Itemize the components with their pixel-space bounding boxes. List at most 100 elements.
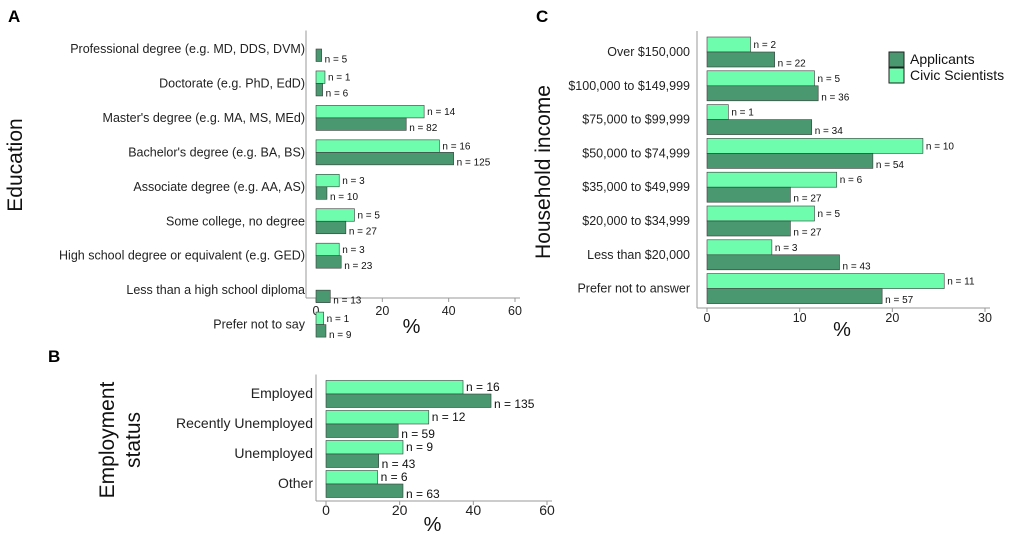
category-label: Bachelor's degree (e.g. BA, BS) xyxy=(128,145,305,159)
category-label: Less than $20,000 xyxy=(587,248,690,262)
bar-applicants-c xyxy=(706,288,883,304)
category-label: High school degree or equivalent (e.g. G… xyxy=(59,249,305,263)
x-tick-label: 60 xyxy=(539,502,555,518)
bar-civic-c xyxy=(706,273,945,289)
x-tick-label: 20 xyxy=(375,304,389,318)
category-label: $75,000 to $99,999 xyxy=(582,113,690,127)
data-label-civic: n = 12 xyxy=(432,410,466,424)
x-tick-label: 60 xyxy=(508,304,522,318)
bar-civic-b xyxy=(325,470,378,485)
bar-applicants-a xyxy=(315,220,347,235)
income-chart: 0 10 20 30% Household income Over $150,000 n =… xyxy=(532,31,992,341)
data-label-applicants: n = 34 xyxy=(815,126,844,137)
bar-civic-a xyxy=(315,208,355,222)
category-label: Recently Unemployed xyxy=(176,415,313,431)
bar-civic-a xyxy=(315,242,340,256)
data-label-civic: n = 1 xyxy=(328,73,351,84)
data-label-civic: n = 1 xyxy=(327,314,350,325)
data-label-applicants: n = 27 xyxy=(349,227,378,238)
category-label: $50,000 to $74,999 xyxy=(582,146,690,160)
x-tick-label: 10 xyxy=(793,311,807,325)
data-label-civic: n = 5 xyxy=(817,74,840,85)
data-label-applicants: n = 9 xyxy=(329,330,352,341)
bar-applicants-c xyxy=(706,254,840,271)
category-label: Prefer not to say xyxy=(213,318,305,332)
bar-civic-c xyxy=(706,205,815,222)
bar-civic-a xyxy=(315,105,425,119)
bar-applicants-a xyxy=(315,83,323,97)
category-label: $35,000 to $49,999 xyxy=(582,180,690,194)
x-axis-label: % xyxy=(833,319,851,341)
bar-civic-b xyxy=(325,410,430,425)
data-label-civic: n = 6 xyxy=(840,175,863,186)
data-label-applicants: n = 5 xyxy=(325,54,348,65)
bar-applicants-b xyxy=(325,483,404,498)
data-label-civic: n = 5 xyxy=(357,211,380,222)
data-label-civic: n = 3 xyxy=(342,245,365,256)
data-label-applicants: n = 27 xyxy=(793,194,822,205)
category-label: Unemployed xyxy=(234,445,313,461)
bar-applicants-c xyxy=(706,119,813,135)
employment-chart: 0 20 40 60% Employment status Employed n = 16 n … xyxy=(96,374,555,536)
bar-civic-c xyxy=(706,70,815,87)
data-label-applicants: n = 54 xyxy=(876,160,905,171)
bar-applicants-a xyxy=(315,117,407,131)
bar-applicants-a xyxy=(315,289,331,303)
y-axis-label: Education xyxy=(4,118,27,211)
data-label-applicants: n = 82 xyxy=(409,123,438,134)
bar-civic-b xyxy=(325,380,464,395)
bar-civic-c xyxy=(706,138,924,154)
category-label: $100,000 to $149,999 xyxy=(568,79,690,93)
data-label-applicants: n = 36 xyxy=(821,92,850,103)
panel-letter-a: A xyxy=(8,7,20,26)
bar-applicants-a xyxy=(315,324,327,338)
data-label-applicants: n = 125 xyxy=(457,158,491,169)
bar-civic-c xyxy=(706,171,838,188)
bar-applicants-a xyxy=(315,152,454,166)
data-label-civic: n = 6 xyxy=(381,470,408,484)
education-chart: 0 20 40 60% Education Professional degree (e.… xyxy=(4,30,522,341)
data-label-applicants: n = 22 xyxy=(778,59,807,70)
data-label-civic: n = 9 xyxy=(406,440,433,454)
bar-applicants-b xyxy=(325,393,492,408)
data-label-applicants: n = 23 xyxy=(344,261,373,272)
bar-applicants-c xyxy=(706,51,775,68)
legend: Applicants Civic Scientists xyxy=(888,51,1004,84)
category-label: Over $150,000 xyxy=(607,45,690,59)
data-label-applicants: n = 63 xyxy=(406,487,440,501)
category-label: Other xyxy=(278,475,313,491)
data-label-applicants: n = 6 xyxy=(326,89,349,100)
x-tick-label: 30 xyxy=(978,311,992,325)
bar-applicants-c xyxy=(706,220,791,237)
category-label: $20,000 to $34,999 xyxy=(582,214,690,228)
x-tick-label: 40 xyxy=(442,304,456,318)
bar-civic-a xyxy=(315,311,324,325)
x-axis-label: % xyxy=(403,316,421,338)
bar-applicants-c xyxy=(706,186,791,203)
x-axis-label: % xyxy=(424,514,442,536)
legend-label-applicants: Applicants xyxy=(910,51,975,67)
y-axis-label: Employment status xyxy=(96,381,145,498)
data-label-applicants: n = 10 xyxy=(330,192,359,203)
category-label: Prefer not to answer xyxy=(577,282,690,296)
x-tick-label: 0 xyxy=(322,502,330,518)
data-label-civic: n = 2 xyxy=(754,40,777,51)
data-label-civic: n = 10 xyxy=(926,141,955,152)
data-label-civic: n = 16 xyxy=(466,380,500,394)
y-axis-label: Household income xyxy=(532,85,555,259)
category-label: Professional degree (e.g. MD, DDS, DVM) xyxy=(70,42,305,56)
data-label-civic: n = 14 xyxy=(427,107,456,118)
data-label-applicants: n = 57 xyxy=(885,295,914,306)
bar-civic-c xyxy=(706,104,729,120)
bar-applicants-b xyxy=(325,423,399,438)
panel-letter-c: C xyxy=(536,7,548,26)
x-tick-label: 0 xyxy=(313,304,320,318)
bar-applicants-c xyxy=(706,153,874,169)
bar-civic-c xyxy=(706,36,751,53)
data-label-applicants: n = 43 xyxy=(382,457,416,471)
y-axis-label-line: status xyxy=(122,412,145,468)
y-axis-label-line: Employment xyxy=(96,381,119,498)
bar-civic-a xyxy=(315,174,340,188)
category-label: Less than a high school diploma xyxy=(126,283,305,297)
